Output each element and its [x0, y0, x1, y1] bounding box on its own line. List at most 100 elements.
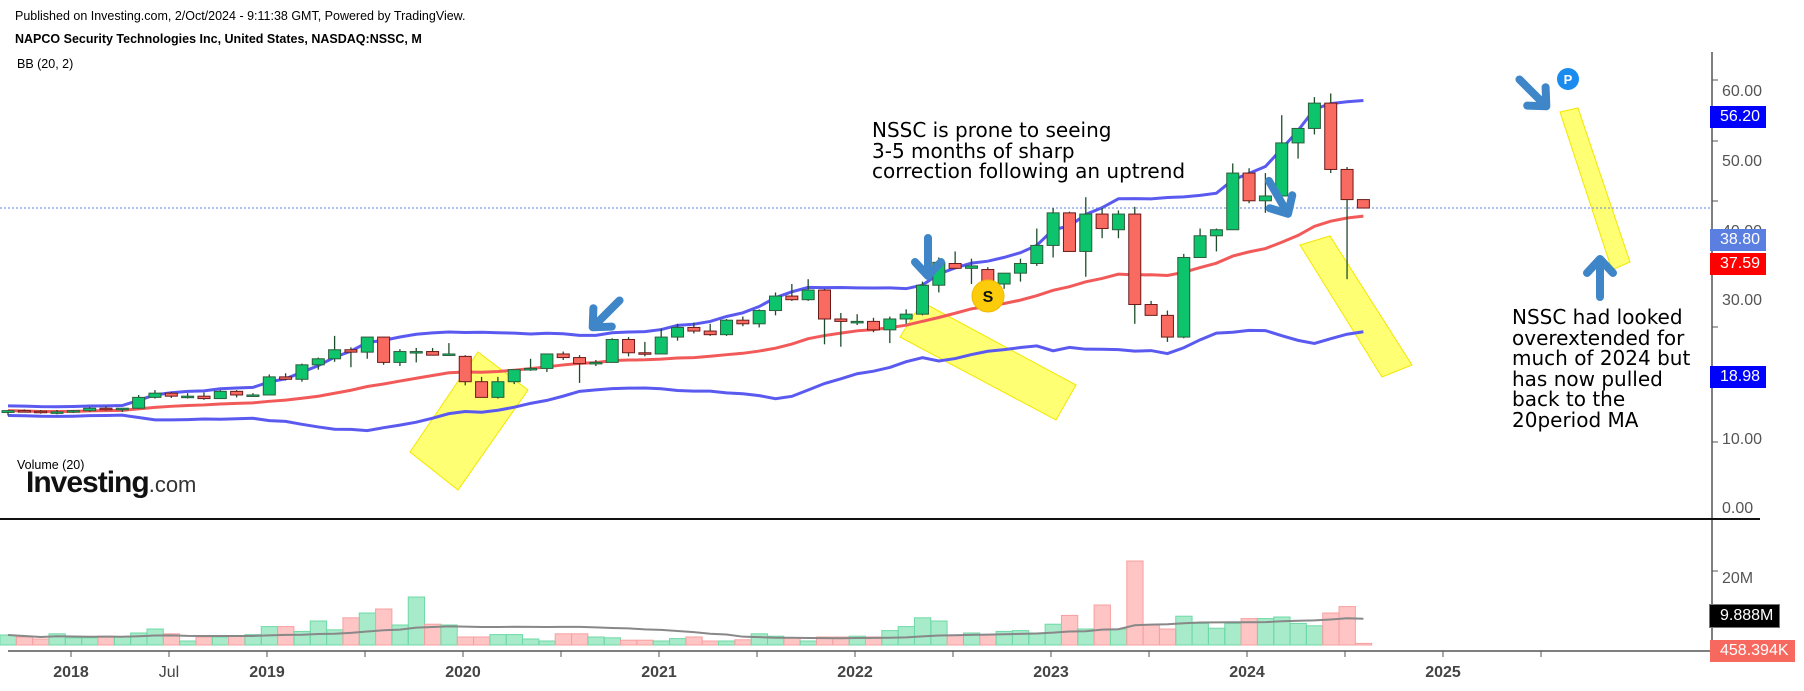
candle[interactable]: [883, 316, 897, 344]
candle[interactable]: [213, 390, 227, 400]
volume-ma-tag: 9.888M: [1708, 604, 1781, 628]
candle[interactable]: [1128, 206, 1142, 324]
candle[interactable]: [736, 316, 750, 327]
candle[interactable]: [442, 343, 456, 356]
candle[interactable]: [1030, 228, 1044, 266]
candle[interactable]: [866, 317, 880, 333]
candle[interactable]: [181, 393, 195, 399]
candle[interactable]: [115, 407, 129, 412]
candle[interactable]: [654, 328, 668, 355]
candle[interactable]: [458, 355, 472, 386]
candle[interactable]: [1095, 208, 1109, 239]
candle[interactable]: [1, 410, 15, 416]
candle[interactable]: [997, 272, 1011, 289]
candle[interactable]: [1324, 93, 1338, 174]
volume-bar: [685, 636, 703, 646]
candle[interactable]: [279, 373, 293, 381]
candle[interactable]: [132, 394, 146, 409]
candle[interactable]: [164, 391, 178, 398]
candle[interactable]: [17, 409, 31, 413]
volume-indicator-label[interactable]: Volume (20): [17, 458, 85, 472]
candle[interactable]: [409, 347, 423, 363]
candle[interactable]: [328, 335, 342, 362]
candle[interactable]: [1275, 115, 1289, 197]
bb-upper-line: [7, 99, 1364, 409]
candle[interactable]: [589, 359, 603, 367]
candle[interactable]: [360, 336, 374, 359]
candle[interactable]: [393, 349, 407, 367]
candle[interactable]: [1307, 97, 1321, 135]
candle[interactable]: [622, 337, 636, 357]
marker-s-icon[interactable]: S: [971, 279, 1005, 313]
svg-text:P: P: [1564, 72, 1573, 87]
candle[interactable]: [1226, 163, 1240, 231]
candle[interactable]: [1144, 300, 1158, 316]
annotation-arrow-icon: [588, 296, 624, 332]
candle[interactable]: [148, 390, 162, 399]
volume-bar: [32, 638, 50, 646]
candle[interactable]: [377, 336, 391, 365]
candle[interactable]: [687, 322, 701, 334]
volume-bar: [15, 636, 34, 646]
annotation-arrow-icon: [1265, 176, 1297, 218]
candle[interactable]: [948, 251, 962, 269]
candle[interactable]: [246, 393, 260, 397]
candle[interactable]: [99, 406, 113, 411]
candle[interactable]: [311, 357, 325, 370]
candle[interactable]: [801, 279, 815, 301]
candle[interactable]: [785, 284, 799, 301]
candle[interactable]: [605, 338, 619, 363]
candle[interactable]: [964, 258, 978, 285]
candle[interactable]: [556, 351, 570, 360]
candle[interactable]: [230, 390, 244, 398]
annotation-arrow-icon: [1515, 75, 1551, 111]
candle[interactable]: [1111, 210, 1125, 239]
candle[interactable]: [83, 407, 97, 412]
candle[interactable]: [1160, 310, 1174, 342]
volume-tick: 20M: [1722, 570, 1754, 587]
candle[interactable]: [915, 281, 929, 316]
candle[interactable]: [540, 353, 554, 373]
candle[interactable]: [1356, 199, 1370, 209]
marker-p-icon[interactable]: P: [1557, 68, 1579, 90]
candle[interactable]: [1177, 253, 1191, 339]
candle[interactable]: [34, 410, 48, 414]
candle[interactable]: [1079, 197, 1093, 277]
candle[interactable]: [1193, 228, 1207, 258]
time-axis-label: 2020: [445, 664, 481, 681]
candle[interactable]: [1062, 211, 1076, 252]
candle[interactable]: [426, 347, 440, 356]
candle[interactable]: [573, 355, 587, 383]
candle[interactable]: [262, 374, 276, 396]
candle[interactable]: [295, 363, 309, 382]
candle[interactable]: [197, 392, 211, 400]
candle[interactable]: [720, 318, 734, 336]
candle[interactable]: [752, 309, 766, 328]
candle[interactable]: [899, 309, 913, 324]
candle[interactable]: [344, 347, 358, 368]
candle[interactable]: [703, 323, 717, 336]
bb-lower-line: [7, 328, 1364, 433]
volume-bar: [554, 633, 573, 646]
candle[interactable]: [475, 376, 489, 398]
candle[interactable]: [818, 288, 831, 345]
candle[interactable]: [850, 314, 864, 326]
candle[interactable]: [524, 358, 538, 371]
candle[interactable]: [834, 312, 848, 347]
bb-indicator-label[interactable]: BB (20, 2): [17, 57, 74, 71]
candle[interactable]: [1209, 228, 1223, 252]
candle[interactable]: [1013, 258, 1027, 282]
candle[interactable]: [638, 341, 652, 357]
candle[interactable]: [507, 369, 521, 385]
candle[interactable]: [1340, 167, 1354, 280]
candle[interactable]: [50, 410, 64, 415]
candle[interactable]: [66, 410, 80, 414]
candle[interactable]: [671, 323, 685, 341]
candle[interactable]: [1242, 168, 1256, 204]
candle[interactable]: [769, 292, 783, 316]
candle[interactable]: [491, 376, 505, 399]
candle[interactable]: [1046, 208, 1060, 258]
candle[interactable]: [1291, 127, 1305, 159]
volume-bar: [701, 640, 719, 646]
